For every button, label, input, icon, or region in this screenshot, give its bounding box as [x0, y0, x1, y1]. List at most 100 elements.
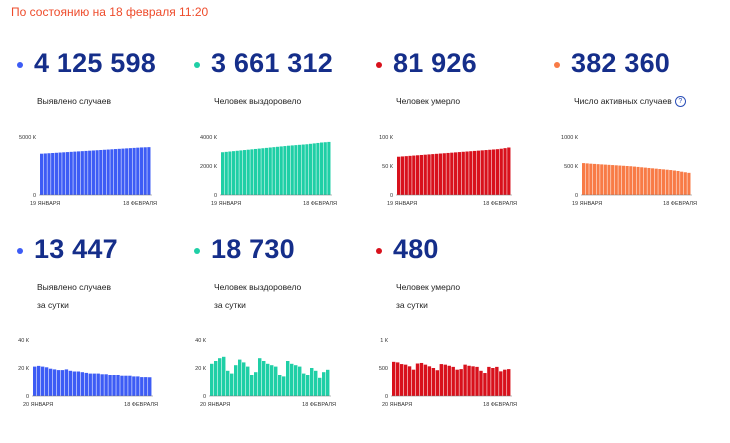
- died-daily-bar: [395, 362, 400, 396]
- recovered-daily-dot-icon: [194, 248, 200, 254]
- recovered-daily-bar: [254, 372, 258, 396]
- detected-total-bar: [95, 150, 99, 195]
- recovered-daily-label: Человек выздоровело за сутки: [214, 282, 302, 310]
- recovered-total-x-tick-label: 19 ЯНВАРЯ: [211, 201, 241, 207]
- detected-total-bar: [110, 149, 114, 195]
- active-total-y-tick-label: 0: [575, 193, 578, 199]
- recovered-total-bar: [239, 150, 243, 195]
- recovered-daily-bar: [230, 373, 234, 396]
- recovered-daily-y-tick-label: 20 К: [195, 366, 207, 372]
- detected-total-bar: [91, 150, 95, 195]
- detected-total-y-tick-label: 5000 К: [19, 135, 37, 141]
- died-daily-bar: [443, 364, 447, 396]
- recovered-daily-bar: [314, 370, 318, 396]
- detected-label: Выявлено случаев: [37, 96, 112, 106]
- active-total-bar: [611, 165, 615, 195]
- active-total-bar: [618, 165, 622, 195]
- died-total-bar: [473, 150, 477, 195]
- recovered-daily-bar: [302, 373, 306, 396]
- active-total-bar: [640, 167, 644, 195]
- detected-total-bar: [54, 152, 58, 195]
- recovered-total-bar: [305, 144, 309, 195]
- died-daily-bar: [427, 366, 432, 396]
- died-total-bar: [416, 155, 420, 195]
- died-total-bar: [442, 153, 446, 195]
- recovered-total-bar: [276, 146, 280, 195]
- detected-daily-bar: [128, 375, 132, 396]
- recovered-total-y-tick-label: 2000 К: [200, 164, 218, 170]
- active-total-bar: [665, 169, 669, 195]
- active-total-bar: [614, 165, 618, 195]
- detected-daily-bar: [88, 373, 92, 396]
- detected-daily-x-tick-label: 18 ФЕВРАЛЯ: [124, 402, 158, 408]
- recovered-daily-y-tick-label: 40 К: [195, 338, 207, 344]
- active-total-bar: [654, 168, 658, 195]
- active-total-bar: [680, 171, 684, 195]
- recovered-daily-bar: [294, 365, 298, 396]
- recovered-daily-bar: [322, 372, 326, 396]
- died-daily-bar: [503, 369, 507, 396]
- detected-daily-bar: [56, 370, 61, 396]
- recovered-daily-x-tick-label: 20 ЯНВАРЯ: [200, 402, 230, 408]
- recovered-daily-bar: [278, 375, 282, 396]
- detected-daily-bar: [44, 367, 49, 396]
- card-detected-daily: 13 447 Выявлено случаев за сутки 40 К 20 К…: [11, 234, 181, 434]
- detected-total-bar: [102, 149, 107, 195]
- active-total-bar: [658, 169, 662, 195]
- recovered-daily-bar: [266, 363, 270, 396]
- died-daily-x-tick-label: 18 ФЕВРАЛЯ: [483, 402, 517, 408]
- died-daily-bar: [411, 369, 416, 396]
- recovered-daily-bar: [246, 366, 250, 396]
- recovered-daily-bar: [274, 366, 278, 396]
- card-died: 81 926 Человек умерло 100 К 50 К 0 19 ЯНВАР…: [370, 48, 540, 248]
- died-daily-bar: [459, 369, 463, 396]
- died-total-y-tick-label: 0: [390, 193, 393, 199]
- active-total-bar: [647, 167, 651, 195]
- detected-total-bar: [58, 152, 62, 195]
- died-daily-bar: [431, 368, 436, 396]
- detected-daily-bar: [33, 366, 37, 396]
- active-total-bar: [589, 163, 593, 195]
- recovered-daily-bar: [282, 376, 286, 396]
- active-total-bar: [643, 167, 647, 195]
- recovered-daily-bar: [210, 363, 214, 396]
- died-daily-bar: [435, 370, 440, 396]
- help-icon[interactable]: ?: [674, 96, 686, 108]
- died-daily-bar: [419, 362, 424, 396]
- active-total-x-tick-label: 19 ЯНВАРЯ: [572, 201, 602, 207]
- recovered-daily-bar: [286, 361, 290, 396]
- detected-total-bar: [84, 150, 88, 195]
- died-total-bar: [507, 147, 511, 195]
- card-recovered-daily: 18 730 Человек выздоровело за сутки 40 К 2…: [188, 234, 358, 434]
- detected-total-bar: [106, 149, 110, 195]
- detected-daily-bar: [84, 372, 88, 396]
- died-daily-bar: [403, 364, 408, 396]
- died-daily-bar: [439, 364, 444, 396]
- recovered-total-bar: [298, 144, 302, 195]
- recovered-daily-y-tick-label: 0: [203, 394, 206, 400]
- died-total-bar: [427, 154, 431, 195]
- detected-daily-bar: [92, 373, 96, 396]
- detected-daily-bar: [112, 375, 116, 396]
- died-daily-y-tick-label: 1 К: [380, 338, 389, 344]
- active-total-bar: [651, 168, 655, 195]
- recovered-total-bar: [323, 142, 327, 195]
- died-daily-value: 480: [393, 234, 439, 264]
- recovered-total-bar: [316, 142, 320, 195]
- died-total-bar: [431, 154, 435, 195]
- recovered-total-bar: [272, 147, 276, 195]
- recovered-label: Человек выздоровело: [214, 96, 302, 106]
- died-total-bar: [499, 148, 503, 195]
- recovered-daily-bar: [234, 365, 238, 396]
- recovered-total-bar: [243, 150, 247, 195]
- detected-total-bar: [143, 147, 147, 195]
- timestamp: По состоянию на 18 февраля 11:20: [11, 5, 209, 19]
- detected-total-bar: [125, 148, 129, 195]
- active-total-bar: [661, 169, 666, 195]
- died-daily-bar: [392, 361, 396, 396]
- recovered-total-bar: [279, 146, 283, 195]
- died-total-bar: [476, 150, 481, 195]
- active-label: Число активных случаев?: [574, 92, 686, 110]
- active-total-bar: [629, 166, 633, 195]
- detected-total-bar: [147, 147, 151, 195]
